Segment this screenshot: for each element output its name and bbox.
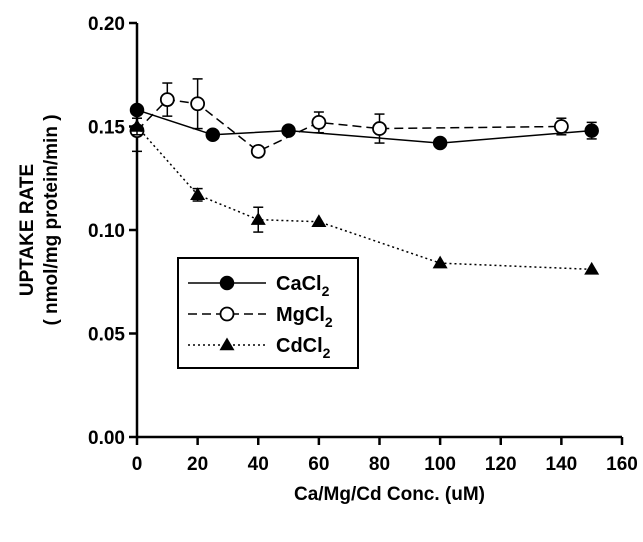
y-axis-title-line2: ( nmol/mg protein/min ) bbox=[41, 114, 62, 325]
legend: CaCl2 MgCl2 CdCl2 bbox=[177, 257, 359, 369]
data-point bbox=[250, 143, 266, 159]
x-tick-label: 120 bbox=[485, 454, 517, 475]
data-point bbox=[205, 127, 221, 143]
legend-marker bbox=[219, 337, 235, 351]
legend-label: CdCl2 bbox=[276, 335, 331, 361]
legend-label-subscript: 2 bbox=[325, 314, 333, 330]
data-point bbox=[129, 119, 145, 132]
x-axis-title: Ca/Mg/Cd Conc. (uM) bbox=[294, 484, 485, 505]
x-tick-label: 80 bbox=[369, 454, 390, 475]
x-tick-label: 0 bbox=[132, 454, 143, 475]
data-point bbox=[432, 255, 448, 269]
data-point bbox=[250, 212, 266, 225]
data-point bbox=[311, 114, 327, 130]
series-1 bbox=[129, 78, 569, 159]
series-layer bbox=[129, 78, 600, 275]
y-tick-label: 0.15 bbox=[88, 118, 125, 139]
x-tick-label: 100 bbox=[424, 454, 456, 475]
data-point bbox=[584, 261, 600, 275]
axes-group: 0.00 0.05 0.10 0.15 0.20 0 20 40 60 80 100 120 140 16… bbox=[88, 14, 638, 475]
data-point bbox=[372, 121, 387, 136]
data-point bbox=[432, 135, 448, 151]
legend-marker bbox=[219, 275, 235, 291]
data-point bbox=[311, 214, 327, 227]
data-point bbox=[553, 119, 569, 134]
legend-label: CaCl2 bbox=[276, 273, 330, 299]
data-point bbox=[584, 123, 599, 138]
legend-box bbox=[177, 257, 359, 369]
data-point bbox=[190, 96, 206, 112]
x-tick-label: 140 bbox=[546, 454, 578, 475]
y-tick-label: 0.05 bbox=[88, 325, 125, 346]
series-line bbox=[136, 126, 592, 271]
y-tick-label: 0.20 bbox=[88, 14, 125, 35]
series-0 bbox=[129, 102, 599, 151]
data-point bbox=[159, 92, 175, 107]
data-point bbox=[190, 187, 206, 201]
series-2 bbox=[129, 117, 600, 275]
x-tick-label: 20 bbox=[187, 454, 208, 475]
x-tick-label: 60 bbox=[308, 454, 329, 475]
legend-label: MgCl2 bbox=[276, 304, 333, 330]
y-tick-label: 0.10 bbox=[88, 221, 125, 242]
x-tick-label: 40 bbox=[248, 454, 269, 475]
legend-marker bbox=[219, 306, 235, 322]
x-tick-label: 160 bbox=[606, 454, 638, 475]
y-tick-label: 0.00 bbox=[88, 428, 125, 449]
y-axis-title-line1: UPTAKE RATE bbox=[17, 164, 38, 296]
legend-label-subscript: 2 bbox=[323, 345, 331, 361]
legend-label-subscript: 2 bbox=[322, 283, 330, 299]
